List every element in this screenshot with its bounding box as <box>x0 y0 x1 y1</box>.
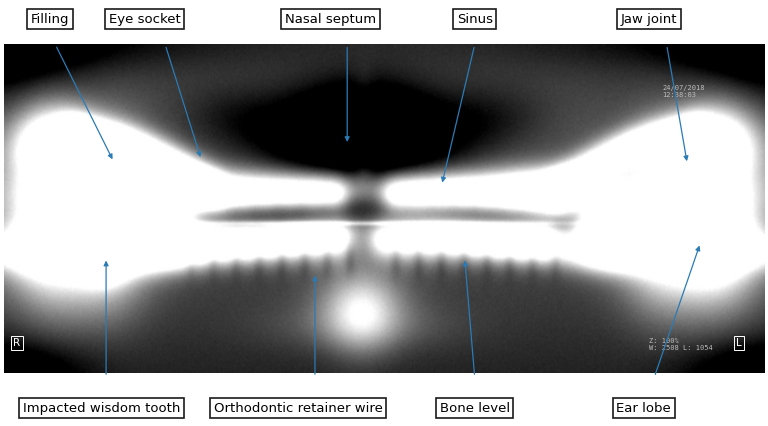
Text: Nasal septum: Nasal septum <box>285 13 376 26</box>
Text: Filling: Filling <box>31 13 69 26</box>
Text: Eye socket: Eye socket <box>108 13 180 26</box>
Text: Ear lobe: Ear lobe <box>616 402 671 414</box>
Text: Impacted wisdom tooth: Impacted wisdom tooth <box>23 402 180 414</box>
Text: Z: 100%
W: 2508 L: 1054: Z: 100% W: 2508 L: 1054 <box>649 338 713 351</box>
Text: L: L <box>736 338 742 348</box>
Text: R: R <box>14 338 21 348</box>
Text: Jaw joint: Jaw joint <box>621 13 677 26</box>
Text: Orthodontic retainer wire: Orthodontic retainer wire <box>214 402 382 414</box>
Text: Sinus: Sinus <box>457 13 492 26</box>
Text: Bone level: Bone level <box>439 402 510 414</box>
Text: 24/07/2018
12:38:03: 24/07/2018 12:38:03 <box>662 85 704 98</box>
